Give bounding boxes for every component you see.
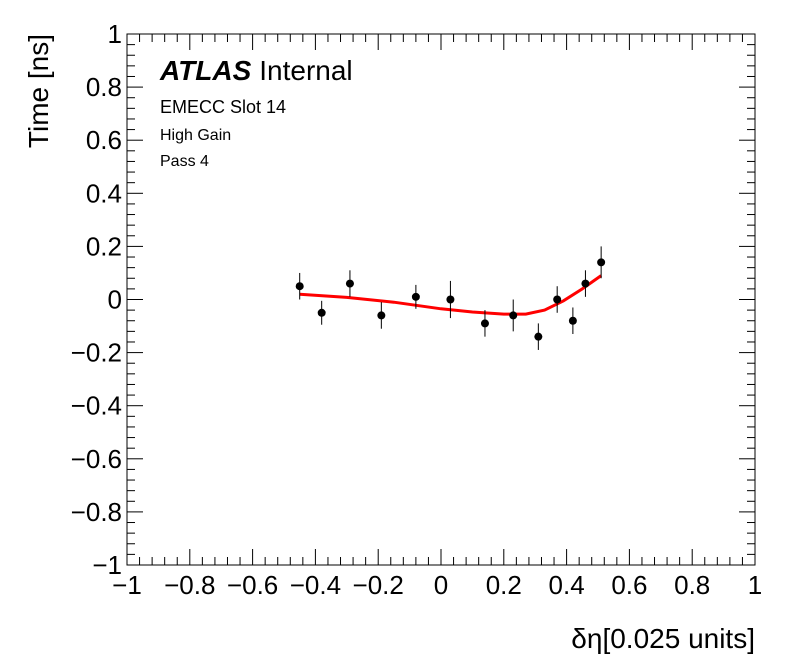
x-tick-label: 0.4	[549, 570, 585, 600]
y-tick-label: −0.4	[71, 391, 122, 421]
y-tick-label: −1	[92, 550, 122, 580]
data-point	[317, 308, 326, 317]
x-tick-label: 1	[748, 570, 762, 600]
fit-curve-line	[299, 274, 602, 316]
y-tick-label: −0.8	[71, 497, 122, 527]
x-tick-label: 0.6	[611, 570, 647, 600]
y-tick-label: 0	[108, 285, 122, 315]
x-tick-label: −0.2	[353, 570, 404, 600]
annotation-slot: EMECC Slot 14	[160, 97, 286, 117]
x-tick-label: −1	[112, 570, 142, 600]
x-tick-label: −0.6	[227, 570, 278, 600]
atlas-bold-text: ATLAS	[159, 55, 252, 86]
annotation-gain: High Gain	[160, 127, 231, 144]
data-point	[411, 292, 420, 301]
data-point	[597, 258, 606, 267]
annotation-pass: Pass 4	[160, 153, 209, 170]
x-axis-title: δη[0.025 units]	[571, 623, 755, 654]
fit-curve-group	[299, 274, 602, 316]
data-point	[295, 282, 304, 291]
x-tick-label: 0.2	[486, 570, 522, 600]
data-point	[553, 295, 562, 304]
y-tick-label: 0.8	[86, 72, 122, 102]
y-tick-label: 0.6	[86, 125, 122, 155]
y-axis-title: Time [ns]	[23, 34, 54, 148]
y-tick-label: −0.6	[71, 444, 122, 474]
data-point	[568, 316, 577, 325]
x-tick-label: −0.8	[164, 570, 215, 600]
data-point	[509, 311, 518, 320]
data-point	[377, 311, 386, 320]
atlas-internal-text: Internal	[259, 55, 352, 86]
x-tick-label: 0.8	[674, 570, 710, 600]
y-tick-label: 0.4	[86, 178, 122, 208]
x-tick-label: 0	[434, 570, 448, 600]
y-tick-label: −0.2	[71, 338, 122, 368]
atlas-label: ATLAS Internal	[159, 55, 353, 86]
data-point	[534, 332, 543, 341]
data-point	[480, 319, 489, 328]
data-points-group	[295, 246, 606, 350]
axis-ticks	[126, 33, 756, 566]
y-tick-label: 0.2	[86, 231, 122, 261]
data-point	[345, 279, 354, 288]
x-tick-labels: −1 −0.8 −0.6 −0.4 −0.2 0 0.2 0.4 0.6 0.8 1	[112, 570, 762, 600]
x-tick-label: −0.4	[290, 570, 341, 600]
y-tick-labels: −1 −0.8 −0.6 −0.4 −0.2 0 0.2 0.4 0.6 0.8 1	[71, 19, 122, 580]
y-tick-label: 1	[108, 19, 122, 49]
data-point	[581, 279, 590, 288]
data-point	[446, 295, 455, 304]
